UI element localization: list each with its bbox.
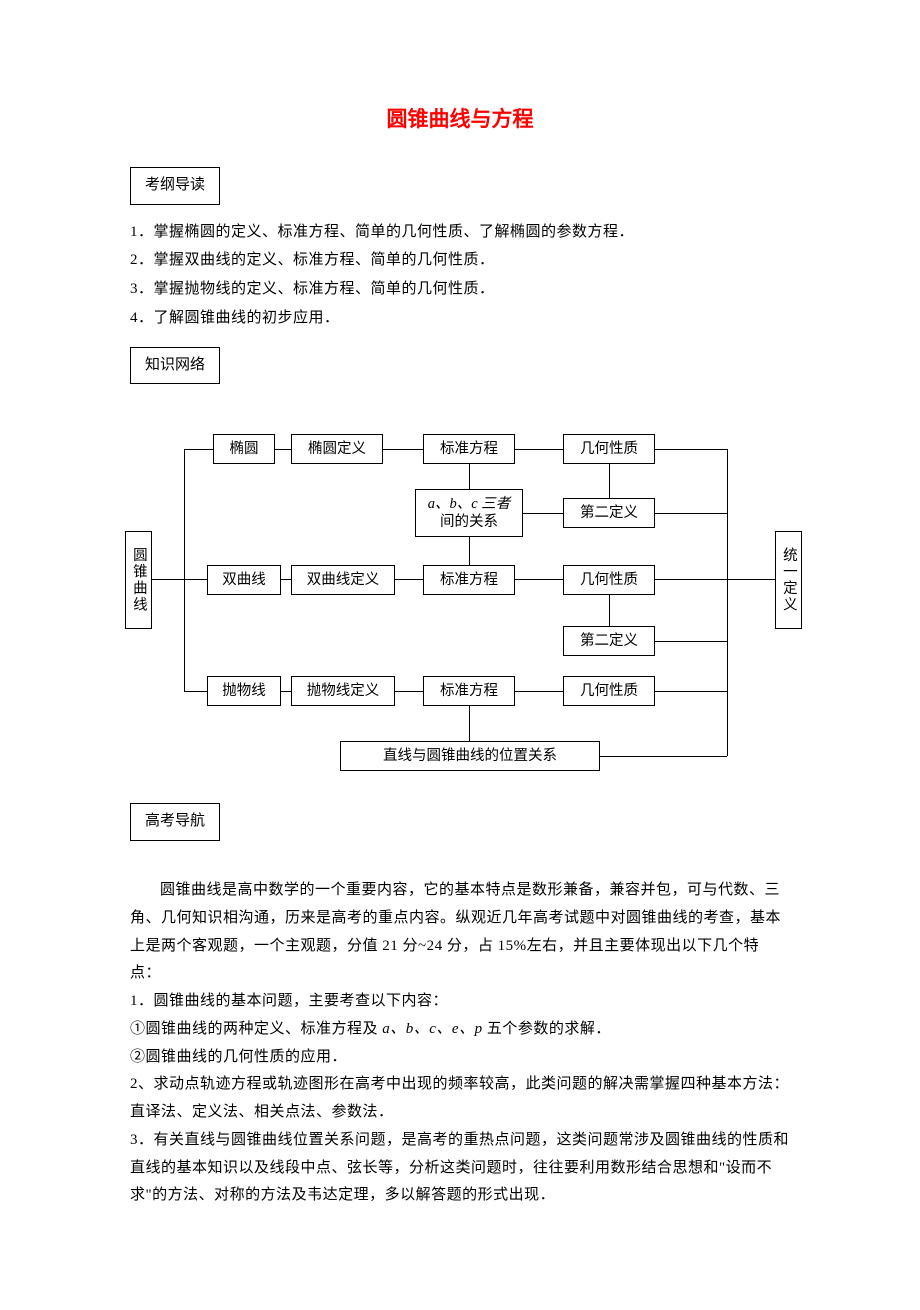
exam-intro: 圆锥曲线是高中数学的一个重要内容，它的基本特点是数形兼备，兼容并包，可与代数、三… bbox=[130, 877, 790, 988]
node-geo-prop-1: 几何性质 bbox=[563, 434, 655, 464]
exam-point-1b: ②圆锥曲线的几何性质的应用． bbox=[130, 1044, 790, 1072]
node-parabola-def: 抛物线定义 bbox=[291, 676, 395, 706]
node-geo-prop-2: 几何性质 bbox=[563, 565, 655, 595]
node-hyperbola: 双曲线 bbox=[207, 565, 281, 595]
page-title: 圆锥曲线与方程 bbox=[130, 100, 790, 139]
node-second-def-1: 第二定义 bbox=[563, 498, 655, 528]
node-unified: 统一定义 bbox=[775, 531, 802, 629]
outline-list: 1．掌握椭圆的定义、标准方程、简单的几何性质、了解椭圆的参数方程． 2．掌握双曲… bbox=[130, 219, 790, 333]
section-outline-label: 考纲导读 bbox=[130, 167, 220, 205]
outline-item: 1．掌握椭圆的定义、标准方程、简单的几何性质、了解椭圆的参数方程． bbox=[130, 219, 790, 247]
exam-point-1: 1．圆锥曲线的基本问题，主要考查以下内容： bbox=[130, 988, 790, 1016]
node-ellipse: 椭圆 bbox=[213, 434, 275, 464]
node-ellipse-def: 椭圆定义 bbox=[291, 434, 383, 464]
node-std-eq-1: 标准方程 bbox=[423, 434, 515, 464]
node-abc-relation: a、b、c 三者 间的关系 bbox=[415, 489, 523, 537]
section-network-label: 知识网络 bbox=[130, 347, 220, 385]
section-exam-label: 高考导航 bbox=[130, 803, 220, 841]
node-root: 圆锥曲线 bbox=[125, 531, 152, 629]
outline-item: 4．了解圆锥曲线的初步应用． bbox=[130, 305, 790, 333]
concept-diagram: 圆锥曲线 统一定义 椭圆 椭圆定义 标准方程 几何性质 a、b、c 三者 间的关… bbox=[125, 416, 805, 771]
outline-item: 2．掌握双曲线的定义、标准方程、简单的几何性质． bbox=[130, 247, 790, 275]
node-std-eq-2: 标准方程 bbox=[423, 565, 515, 595]
node-second-def-2: 第二定义 bbox=[563, 626, 655, 656]
node-std-eq-3: 标准方程 bbox=[423, 676, 515, 706]
node-parabola: 抛物线 bbox=[207, 676, 281, 706]
exam-point-2: 2、求动点轨迹方程或轨迹图形在高考中出现的频率较高，此类问题的解决需掌握四种基本… bbox=[130, 1071, 790, 1127]
abc-line2: 间的关系 bbox=[440, 514, 498, 530]
node-hyperbola-def: 双曲线定义 bbox=[291, 565, 395, 595]
abc-line1: a、b、c 三者 bbox=[428, 496, 511, 512]
outline-item: 3．掌握抛物线的定义、标准方程、简单的几何性质． bbox=[130, 276, 790, 304]
exam-point-1a: ①圆锥曲线的两种定义、标准方程及 a、b、c、e、p 五个参数的求解． bbox=[130, 1016, 790, 1044]
node-bottom: 直线与圆锥曲线的位置关系 bbox=[340, 741, 600, 771]
exam-point-3: 3．有关直线与圆锥曲线位置关系问题，是高考的重热点问题，这类问题常涉及圆锥曲线的… bbox=[130, 1127, 790, 1210]
node-geo-prop-3: 几何性质 bbox=[563, 676, 655, 706]
